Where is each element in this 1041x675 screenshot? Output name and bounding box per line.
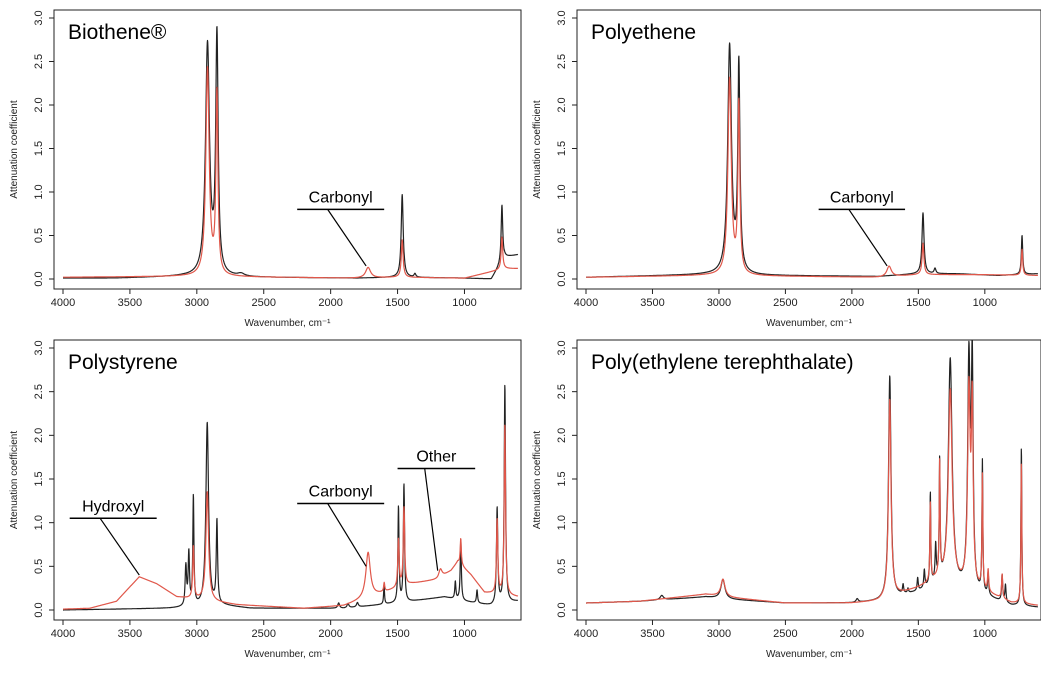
annotation-leader bbox=[327, 209, 367, 267]
x-tick-label: 2500 bbox=[251, 628, 275, 640]
y-tick-label: 2.5 bbox=[33, 54, 45, 69]
y-tick-label: 0.5 bbox=[33, 228, 45, 243]
y-axis-label: Attenuation coefficient bbox=[9, 431, 20, 529]
x-tick-label: 1500 bbox=[906, 628, 930, 640]
x-tick-label: 4000 bbox=[574, 297, 598, 309]
panel-pet: 4000 3500 3000 2500 2000 1500 1000 0.0 0.5 1.0 1.5… bbox=[532, 339, 1041, 660]
y-axis-label: Attenuation coefficient bbox=[9, 100, 20, 198]
plot-frame bbox=[53, 339, 522, 621]
y-tick-label: 0.5 bbox=[556, 559, 568, 574]
x-tick-label: 2000 bbox=[840, 297, 864, 309]
y-tick-label: 2.0 bbox=[33, 97, 45, 112]
x-tick-label: 3000 bbox=[185, 628, 209, 640]
y-tick-label: 1.0 bbox=[33, 515, 45, 530]
panel-biothene: 4000 3500 3000 2500 2000 1500 1000 0.0 0.5 1.0 1.5… bbox=[9, 9, 522, 329]
spectrum-line-black bbox=[585, 42, 1039, 278]
y-axis-label: Attenuation coefficient bbox=[532, 100, 543, 198]
y-tick-label: 2.0 bbox=[556, 97, 568, 112]
spectrum-line-red bbox=[585, 375, 1039, 606]
y-tick-label: 3.0 bbox=[33, 10, 45, 25]
plot-frame bbox=[576, 9, 1041, 290]
x-tick-label: 3000 bbox=[707, 628, 731, 640]
x-tick-label: 3500 bbox=[118, 628, 142, 640]
panel-title: Poly(ethylene terephthalate) bbox=[591, 351, 854, 374]
x-axis-label: Wavenumber, cm⁻¹ bbox=[766, 318, 853, 329]
panel-title: Polystyrene bbox=[68, 351, 178, 374]
x-tick-label: 3000 bbox=[707, 297, 731, 309]
x-tick-label: 1500 bbox=[906, 297, 930, 309]
annotation-leader bbox=[99, 517, 140, 576]
annotation-label: Carbonyl bbox=[309, 189, 373, 206]
y-tick-label: 0.5 bbox=[33, 559, 45, 574]
series-group bbox=[585, 340, 1039, 608]
y-tick-label: 1.0 bbox=[556, 515, 568, 530]
x-tick-label: 1000 bbox=[452, 628, 476, 640]
y-tick-label: 2.5 bbox=[556, 54, 568, 69]
y-tick-label: 2.0 bbox=[33, 428, 45, 443]
y-tick-label: 1.0 bbox=[556, 184, 568, 199]
y-tick-label: 2.0 bbox=[556, 428, 568, 443]
x-tick-label: 3500 bbox=[118, 297, 142, 309]
spectrum-line-red bbox=[62, 66, 519, 279]
y-tick-label: 3.0 bbox=[33, 340, 45, 355]
y-tick-label: 0.0 bbox=[33, 602, 45, 617]
panel-polystyrene: 4000 3500 3000 2500 2000 1500 1000 0.0 0.5 1.0 1.5… bbox=[9, 339, 522, 660]
y-axis-label: Attenuation coefficient bbox=[532, 431, 543, 529]
x-tick-label: 4000 bbox=[51, 297, 75, 309]
x-tick-label: 2500 bbox=[773, 297, 797, 309]
y-tick-label: 2.5 bbox=[33, 384, 45, 399]
series-group bbox=[62, 26, 519, 280]
x-tick-label: 1000 bbox=[452, 297, 476, 309]
y-tick-label: 0.5 bbox=[556, 228, 568, 243]
spectrum-line-black bbox=[62, 384, 519, 611]
y-tick-label: 0.0 bbox=[33, 271, 45, 286]
x-axis-label: Wavenumber, cm⁻¹ bbox=[766, 649, 853, 660]
panel-polyethene: 4000 3500 3000 2500 2000 1500 1000 0.0 0.5 1.0 1.5… bbox=[532, 9, 1041, 329]
spectrum-line-red bbox=[585, 76, 1039, 278]
annotation-label: Carbonyl bbox=[830, 189, 894, 206]
x-tick-label: 2500 bbox=[773, 628, 797, 640]
spectrum-line-black bbox=[585, 340, 1039, 608]
panel-title: Biothene® bbox=[68, 21, 167, 44]
plot-frame bbox=[576, 339, 1041, 621]
x-tick-label: 2000 bbox=[318, 297, 342, 309]
y-tick-label: 0.0 bbox=[556, 271, 568, 286]
plot-frame bbox=[53, 9, 522, 290]
x-tick-label: 3500 bbox=[640, 297, 664, 309]
x-tick-label: 4000 bbox=[51, 628, 75, 640]
x-tick-label: 1500 bbox=[385, 297, 409, 309]
spectrum-line-red bbox=[62, 424, 519, 610]
panel-title: Polyethene bbox=[591, 21, 696, 44]
y-tick-label: 3.0 bbox=[556, 10, 568, 25]
y-tick-label: 3.0 bbox=[556, 340, 568, 355]
y-tick-label: 1.5 bbox=[33, 141, 45, 156]
y-tick-label: 2.5 bbox=[556, 384, 568, 399]
series-group bbox=[62, 384, 519, 611]
y-tick-label: 1.5 bbox=[556, 471, 568, 486]
annotation-leader bbox=[424, 468, 439, 571]
spectrum-line-black bbox=[62, 26, 519, 280]
x-tick-label: 2000 bbox=[840, 628, 864, 640]
x-tick-label: 1000 bbox=[973, 628, 997, 640]
series-group bbox=[585, 42, 1039, 278]
annotation-label: Carbonyl bbox=[309, 483, 373, 500]
y-tick-label: 1.5 bbox=[33, 471, 45, 486]
annotation-leader bbox=[327, 503, 367, 567]
x-tick-label: 1500 bbox=[385, 628, 409, 640]
x-tick-label: 1000 bbox=[973, 297, 997, 309]
x-tick-label: 4000 bbox=[574, 628, 598, 640]
x-tick-label: 2500 bbox=[251, 297, 275, 309]
x-tick-label: 3000 bbox=[185, 297, 209, 309]
x-tick-label: 3500 bbox=[640, 628, 664, 640]
annotation-leader bbox=[848, 209, 888, 267]
x-axis-label: Wavenumber, cm⁻¹ bbox=[244, 318, 331, 329]
x-tick-label: 2000 bbox=[318, 628, 342, 640]
y-tick-label: 1.5 bbox=[556, 141, 568, 156]
annotation-label: Other bbox=[416, 449, 457, 466]
x-axis-label: Wavenumber, cm⁻¹ bbox=[244, 649, 331, 660]
y-tick-label: 0.0 bbox=[556, 602, 568, 617]
annotation-label: Hydroxyl bbox=[82, 498, 144, 515]
y-tick-label: 1.0 bbox=[33, 184, 45, 199]
